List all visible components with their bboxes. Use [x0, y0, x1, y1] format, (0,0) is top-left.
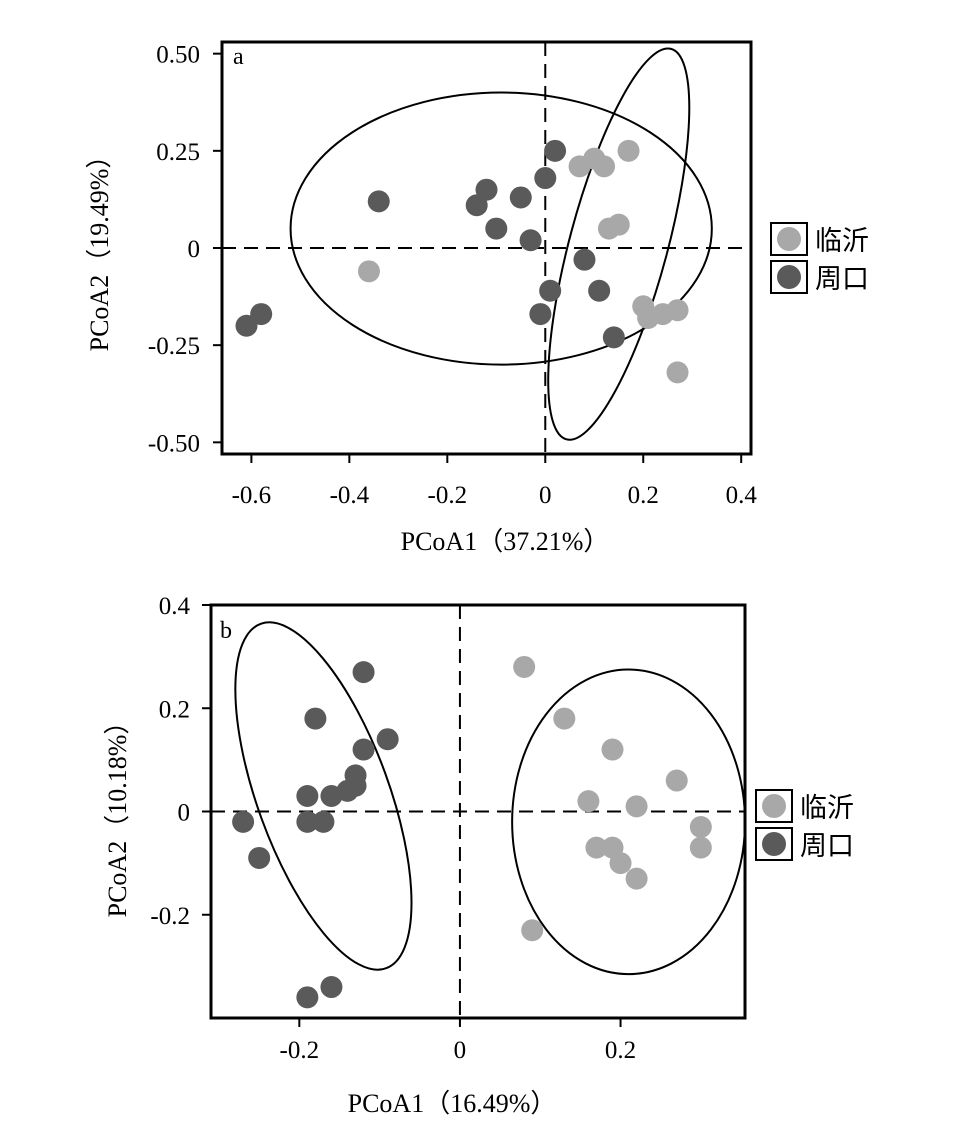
panel-a-series-2-point-1 — [544, 139, 567, 162]
panel-b-y-axis-title: PCoA2（10.18%） — [103, 709, 132, 918]
panel-b-legend-marker — [762, 794, 786, 818]
panel-a-legend-label: 临沂 — [815, 226, 869, 256]
panel-a-series-2-point-11 — [539, 279, 562, 302]
panel-b-series-1-point-7 — [689, 815, 712, 838]
panel-b-series-1-point-2 — [553, 707, 576, 730]
panel-a-x-tick-label: -0.2 — [428, 482, 468, 509]
panel-a-legend-label: 周口 — [815, 264, 869, 294]
panel-b-series-2-point-13 — [248, 846, 271, 869]
panel-a-series-1-point-12 — [357, 260, 380, 283]
panel-a-x-axis-title: PCoA1（37.21%） — [401, 527, 610, 556]
panel-a-confidence-ellipse-2 — [547, 47, 691, 441]
panel-a-x-tick-label: 0.2 — [628, 482, 659, 509]
panel-b-y-tick-label: 0 — [178, 800, 191, 827]
panel-a-series-1-point-6 — [607, 213, 630, 236]
panel-a-x-tick-label: 0.4 — [726, 482, 758, 509]
panel-a: -0.6 -0.4 -0.2 0 0.2 0.4 0.50 0.25 0 -0.25 -0.50 PC… — [85, 40, 869, 556]
panel-a-series-1-point-3 — [593, 155, 616, 178]
panel-b-legend-label: 临沂 — [800, 793, 854, 823]
panel-a-panel-letter: a — [233, 44, 244, 70]
panel-b-series-2-point-3 — [376, 728, 399, 751]
panel-b-series-2-point-12 — [232, 810, 255, 833]
panel-a-x-tick-label: -0.4 — [330, 482, 370, 509]
panel-b-y-tick-label: -0.2 — [150, 903, 190, 930]
panel-b-series-2-point-10 — [296, 810, 319, 833]
panel-b-series-2-point-1 — [352, 661, 375, 684]
panel-b-x-tick-label: 0.2 — [605, 1037, 636, 1064]
panel-b-series-1-point-4 — [665, 769, 688, 792]
panel-b-series-2-point-9 — [320, 785, 343, 808]
panel-b-series-1-point-11 — [609, 852, 632, 875]
panel-b-confidence-ellipse-1 — [234, 621, 413, 971]
panel-b-series-2-point-2 — [304, 707, 327, 730]
panel-a-legend-marker — [777, 227, 801, 251]
panel-b-x-tick-label: 0 — [454, 1037, 467, 1064]
panel-b-legend-marker — [762, 832, 786, 856]
panel-a-y-tick-label: 0.50 — [156, 42, 200, 69]
panel-b-series-1-point-13 — [521, 919, 544, 942]
panel-b-series-1-point-6 — [625, 795, 648, 818]
panel-a-series-2-point-4 — [509, 186, 532, 209]
panel-a-series-1-point-10 — [666, 299, 689, 322]
panel-b-series-2-point-4 — [352, 738, 375, 761]
panel-a-legend-marker — [777, 265, 801, 289]
panel-b-y-tick-label: 0.4 — [159, 593, 191, 620]
panel-b-series-2-point-15 — [296, 986, 319, 1009]
panel-b-series-2-point-8 — [296, 785, 319, 808]
panel-a-series-2-point-2 — [534, 167, 557, 190]
panel-b-x-axis-title: PCoA1（16.49%） — [348, 1089, 557, 1118]
panel-b-legend-label: 周口 — [800, 831, 854, 861]
panel-a-series-2-point-7 — [485, 217, 508, 240]
panel-b-panel-letter: b — [220, 618, 232, 644]
panel-b-series-1-point-1 — [513, 655, 536, 678]
panel-a-series-2-point-13 — [602, 326, 625, 349]
panel-a-series-2-point-15 — [235, 314, 258, 337]
panel-b-series-1-point-12 — [625, 867, 648, 890]
panel-a-x-tick-label: 0 — [539, 482, 552, 509]
panel-b-series-1-point-9 — [585, 836, 608, 859]
panel-b-series-1-point-5 — [577, 790, 600, 813]
panel-b: -0.2 0 0.2 0.4 0.2 0 -0.2 PCoA1（16.49%） PCoA2（10… — [103, 593, 854, 1118]
panel-a-series-2-point-12 — [529, 303, 552, 326]
panel-a-y-tick-label: 0 — [188, 236, 201, 263]
panel-a-series-1-point-4 — [617, 139, 640, 162]
panel-a-y-tick-label: -0.50 — [148, 430, 200, 457]
panel-b-series-1-point-8 — [689, 836, 712, 859]
panel-b-x-tick-label: -0.2 — [280, 1037, 320, 1064]
panel-a-confidence-ellipse-1 — [289, 91, 713, 366]
panel-b-series-2-point-11 — [312, 810, 335, 833]
panel-a-series-2-point-14 — [250, 303, 273, 326]
panel-a-series-2-point-8 — [519, 229, 542, 252]
panel-b-series-1-point-3 — [601, 738, 624, 761]
panel-a-y-tick-label: -0.25 — [148, 333, 200, 360]
panel-a-series-2-point-5 — [465, 194, 488, 217]
panel-a-series-2-point-10 — [588, 279, 611, 302]
panel-b-y-tick-label: 0.2 — [159, 696, 190, 723]
panel-a-series-2-point-9 — [573, 248, 596, 271]
panel-a-y-tick-label: 0.25 — [156, 139, 200, 166]
panel-a-x-tick-label: -0.6 — [232, 482, 272, 509]
panel-b-series-2-point-14 — [320, 976, 343, 999]
panel-a-series-1-point-11 — [666, 361, 689, 384]
panel-a-y-axis-title: PCoA2（19.49%） — [85, 143, 114, 352]
panel-a-series-2-point-6 — [367, 190, 390, 213]
